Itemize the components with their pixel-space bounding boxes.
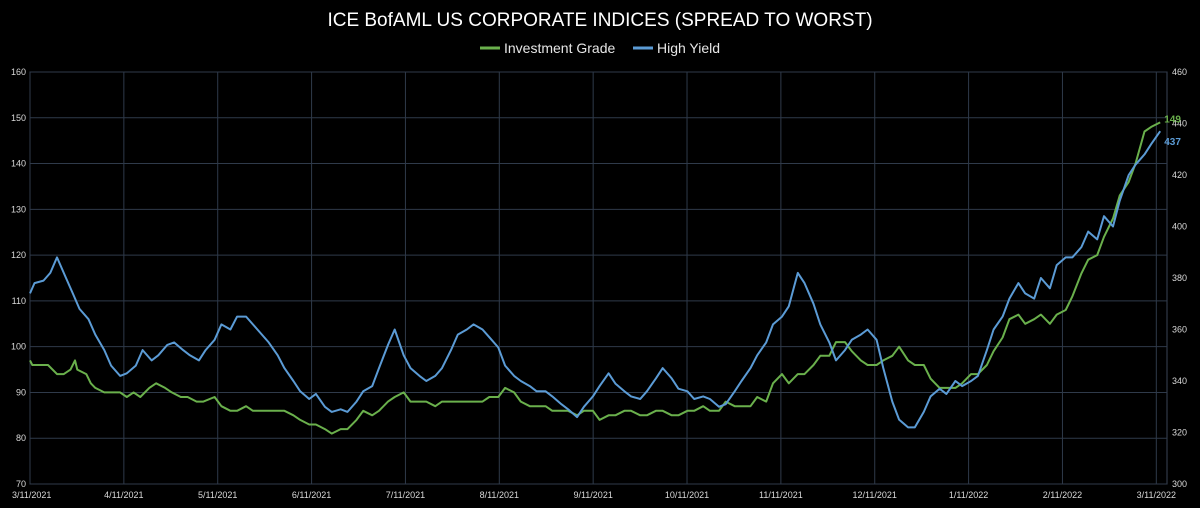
x-axis: 3/11/2021 4/11/2021 5/11/2021 6/11/2021 7/11… [12,490,1176,500]
legend: Investment Grade High Yield [480,40,720,56]
y-right-tick-label: 380 [1172,273,1187,283]
x-tick-label: 11/11/2021 [759,490,803,500]
y-left-tick-label: 120 [11,250,26,260]
x-tick-label: 4/11/2021 [104,490,143,500]
y-axis-right: 300 320 340 360 380 400 420 440 460 [1172,67,1187,489]
y-right-tick-label: 440 [1172,119,1187,129]
end-labels: 149 437 [1164,114,1181,148]
x-tick-label: 9/11/2021 [573,490,612,500]
y-left-tick-label: 130 [11,204,26,214]
grid [29,71,1168,485]
x-tick-label: 12/11/2021 [853,490,897,500]
y-right-tick-label: 340 [1172,376,1187,386]
y-right-tick-label: 460 [1172,67,1187,77]
x-tick-label: 6/11/2021 [292,490,331,500]
series-layer [29,121,1162,435]
y-left-tick-label: 110 [12,296,26,306]
y-left-tick-label: 100 [11,342,26,352]
x-tick-label: 10/11/2021 [665,490,709,500]
x-tick-label: 3/11/2021 [12,490,51,500]
y-right-tick-label: 320 [1172,428,1187,438]
x-tick-label: 1/11/2022 [949,490,988,500]
y-right-tick-label: 300 [1172,479,1187,489]
legend-label-high-yield: High Yield [657,40,720,56]
x-tick-label: 7/11/2021 [386,490,425,500]
end-label-investment-grade: 149 [1164,114,1181,125]
legend-label-investment-grade: Investment Grade [504,40,615,56]
x-tick-label: 3/11/2022 [1137,490,1176,500]
series-line-high-yield [29,130,1162,429]
series-line-investment-grade [29,121,1161,435]
y-left-tick-label: 70 [16,479,26,489]
y-left-tick-label: 150 [11,113,26,123]
chart-title: ICE BofAML US CORPORATE INDICES (SPREAD … [327,10,872,31]
plot-frame [29,71,1168,485]
y-left-tick-label: 160 [11,67,26,77]
y-right-tick-label: 400 [1172,222,1187,232]
y-axis-left: 70 80 90 100 110 120 130 140 150 160 [11,67,26,489]
x-tick-label: 2/11/2022 [1043,490,1082,500]
y-left-tick-label: 90 [16,387,26,397]
end-label-high-yield: 437 [1164,137,1181,148]
x-tick-label: 5/11/2021 [198,490,237,500]
x-tick-label: 8/11/2021 [480,490,519,500]
y-left-tick-label: 140 [11,159,26,169]
y-right-tick-label: 420 [1172,170,1187,180]
y-right-tick-label: 360 [1172,325,1187,335]
y-left-tick-label: 80 [16,433,26,443]
